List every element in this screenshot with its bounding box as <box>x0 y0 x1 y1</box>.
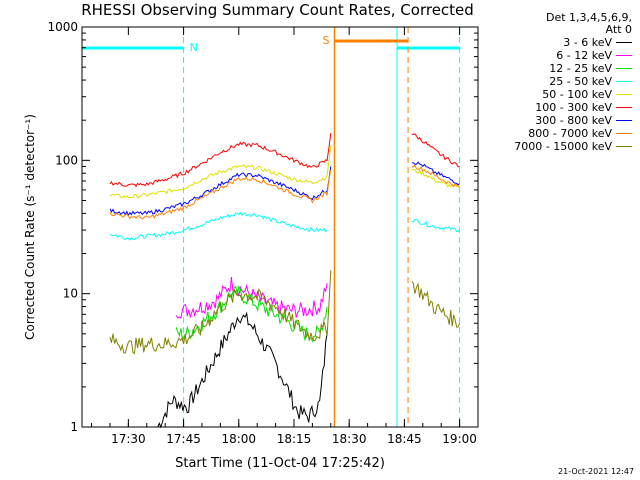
legend-label: 100 - 300 keV <box>535 101 612 114</box>
legend-entry: 100 - 300 keV <box>482 101 632 114</box>
series-5-line-post <box>411 133 460 168</box>
legend-swatch <box>616 133 632 134</box>
chart-title: RHESSI Observing Summary Count Rates, Co… <box>81 1 474 19</box>
legend-entry: 12 - 25 keV <box>482 62 632 75</box>
saa-marker-label: S <box>322 34 329 47</box>
x-tick-label-19:00: 19:00 <box>442 432 477 446</box>
legend-header-line-2: Att 0 <box>605 23 632 36</box>
series-1-line <box>175 276 328 319</box>
plot-frame <box>81 26 479 428</box>
x-tick-label-18:00: 18:00 <box>221 432 256 446</box>
legend-swatch <box>616 81 632 82</box>
legend-entry: 6 - 12 keV <box>482 49 632 62</box>
x-tick-label-18:45: 18:45 <box>387 432 422 446</box>
y-tick-label-100: 100 <box>55 153 78 167</box>
legend-label: 12 - 25 keV <box>549 62 612 75</box>
legend-label: 25 - 50 keV <box>549 75 612 88</box>
legend-label: 50 - 100 keV <box>542 88 612 101</box>
x-tick-label-17:30: 17:30 <box>111 432 146 446</box>
legend-label: 3 - 6 keV <box>563 36 612 49</box>
series-5-line <box>109 133 332 188</box>
series-6-line-post <box>411 161 460 186</box>
series-3-line-post <box>411 218 460 233</box>
series-2-line <box>175 284 328 343</box>
x-tick-label-18:30: 18:30 <box>332 432 367 446</box>
legend-entry: 300 - 800 keV <box>482 114 632 127</box>
legend: Det 1,3,4,5,6,9, Att 0 3 - 6 keV 6 - 12 k… <box>482 12 632 153</box>
x-tick-label-18:15: 18:15 <box>277 432 312 446</box>
legend-swatch <box>616 120 632 121</box>
legend-label: 7000 - 15000 keV <box>514 140 612 153</box>
legend-swatch <box>616 42 632 43</box>
legend-swatch <box>616 55 632 56</box>
series-3-line <box>109 211 328 241</box>
series-6-line <box>109 166 332 217</box>
x-axis-label: Start Time (11-Oct-04 17:25:42) <box>175 456 385 471</box>
legend-header-line-1: Det 1,3,4,5,6,9, <box>545 11 632 24</box>
y-tick-label-10: 10 <box>63 287 78 301</box>
series-7-line-post <box>411 164 460 188</box>
series-0-line <box>157 311 328 429</box>
series-7-line <box>109 169 332 220</box>
x-tick-label-17:45: 17:45 <box>166 432 201 446</box>
legend-entry: 25 - 50 keV <box>482 75 632 88</box>
legend-swatch <box>616 146 632 147</box>
legend-label: 300 - 800 keV <box>535 114 612 127</box>
night-marker-label: N <box>190 41 198 54</box>
series-8-line <box>109 270 332 355</box>
legend-entry: 3 - 6 keV <box>482 36 632 49</box>
y-axis-label: Corrected Count Rate (s⁻¹ detector⁻¹) <box>23 114 37 340</box>
y-tick-label-1: 1 <box>70 420 78 434</box>
timestamp: 21-Oct-2021 12:47 <box>558 467 634 476</box>
series-4-line <box>109 145 332 199</box>
y-tick-label-1000: 1000 <box>47 20 78 34</box>
series-8-line-post <box>411 281 461 328</box>
legend-swatch <box>616 107 632 108</box>
legend-label: 800 - 7000 keV <box>528 127 612 140</box>
legend-swatch <box>616 94 632 95</box>
legend-entry: 50 - 100 keV <box>482 88 632 101</box>
legend-entry: 800 - 7000 keV <box>482 127 632 140</box>
legend-label: 6 - 12 keV <box>556 49 612 62</box>
legend-entry: 7000 - 15000 keV <box>482 140 632 153</box>
legend-swatch <box>616 68 632 69</box>
